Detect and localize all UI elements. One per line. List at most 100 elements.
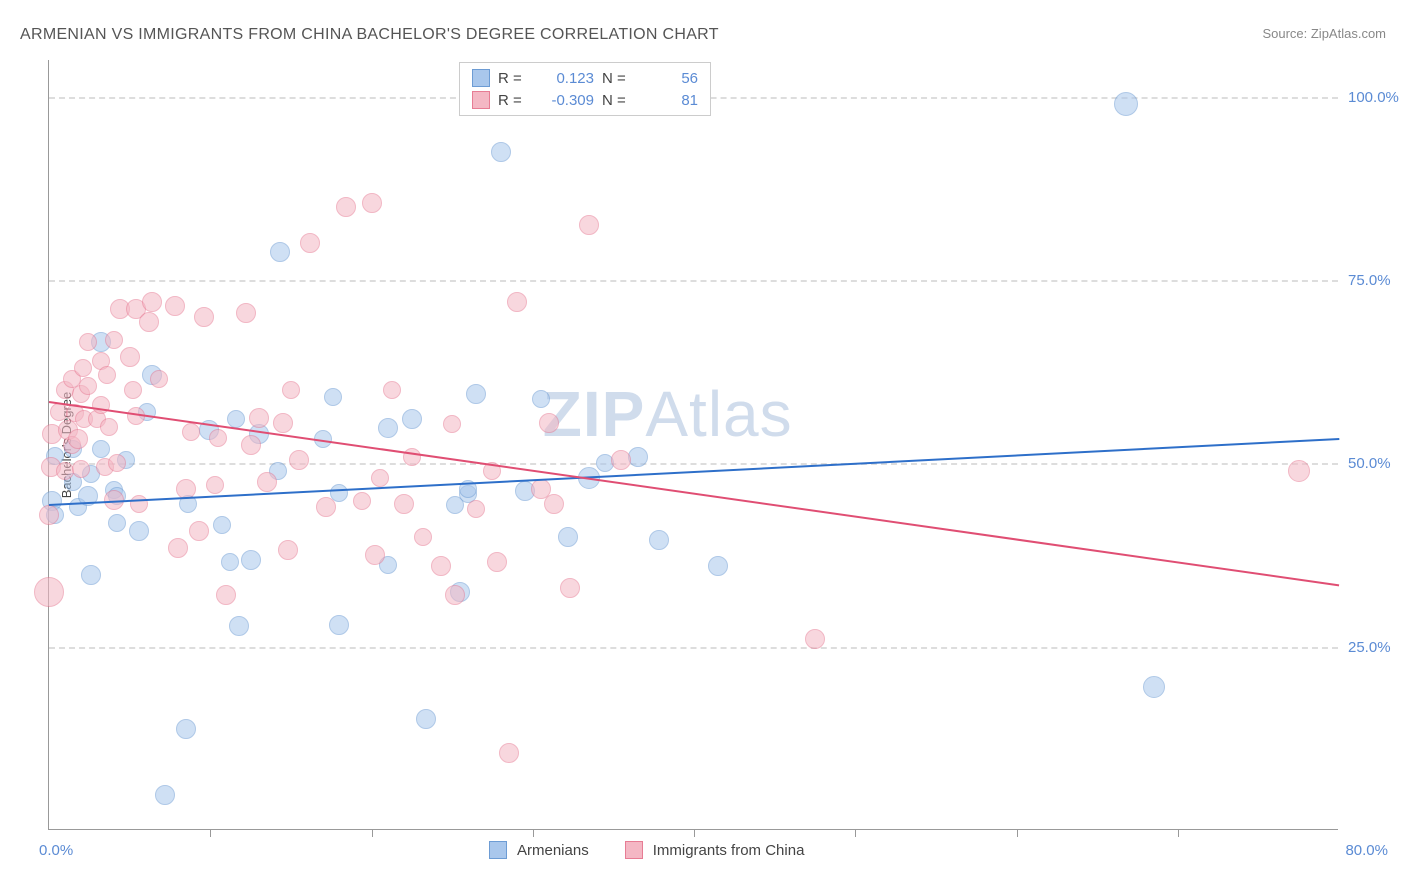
scatter-point: [168, 538, 188, 558]
scatter-point: [544, 494, 564, 514]
scatter-point: [100, 418, 118, 436]
scatter-point: [257, 472, 277, 492]
scatter-point: [39, 505, 59, 525]
scatter-point: [206, 476, 224, 494]
scatter-point: [124, 381, 142, 399]
gridline: 50.0%: [49, 463, 1338, 465]
legend-swatch-pink: [472, 91, 490, 109]
scatter-point: [129, 521, 149, 541]
scatter-point: [249, 408, 269, 428]
scatter-point: [241, 435, 261, 455]
scatter-point: [560, 578, 580, 598]
legend-label: Armenians: [517, 842, 589, 859]
y-tick-label: 100.0%: [1348, 89, 1406, 106]
scatter-point: [445, 585, 465, 605]
scatter-point: [371, 469, 389, 487]
scatter-point: [499, 743, 519, 763]
scatter-point: [216, 585, 236, 605]
scatter-point: [282, 381, 300, 399]
y-tick-label: 75.0%: [1348, 272, 1406, 289]
scatter-point: [139, 312, 159, 332]
scatter-point: [611, 450, 631, 470]
scatter-point: [176, 719, 196, 739]
watermark: ZIPAtlas: [543, 377, 793, 451]
x-tick: [1178, 829, 1179, 837]
x-tick: [533, 829, 534, 837]
scatter-point: [316, 497, 336, 517]
scatter-point: [383, 381, 401, 399]
scatter-point: [221, 553, 239, 571]
y-tick-label: 50.0%: [1348, 455, 1406, 472]
scatter-point: [558, 527, 578, 547]
scatter-point: [336, 197, 356, 217]
gridline: 25.0%: [49, 647, 1338, 649]
scatter-point: [362, 193, 382, 213]
scatter-point: [98, 366, 116, 384]
x-axis-min-label: 0.0%: [39, 842, 73, 859]
scatter-point: [229, 616, 249, 636]
y-tick-label: 25.0%: [1348, 639, 1406, 656]
scatter-point: [353, 492, 371, 510]
correlation-legend: R = 0.123 N = 56 R = -0.309 N = 81: [459, 62, 711, 116]
scatter-point: [68, 429, 88, 449]
scatter-point: [1114, 92, 1138, 116]
scatter-point: [579, 215, 599, 235]
legend-row-china: R = -0.309 N = 81: [472, 89, 698, 111]
scatter-point: [72, 460, 90, 478]
x-tick: [210, 829, 211, 837]
scatter-point: [365, 545, 385, 565]
scatter-point: [142, 292, 162, 312]
scatter-point: [289, 450, 309, 470]
scatter-point: [209, 429, 227, 447]
legend-swatch-blue: [489, 841, 507, 859]
scatter-point: [270, 242, 290, 262]
scatter-point: [79, 377, 97, 395]
scatter-point: [443, 415, 461, 433]
scatter-point: [1143, 676, 1165, 698]
scatter-point: [532, 390, 550, 408]
scatter-point: [467, 500, 485, 518]
scatter-point: [324, 388, 342, 406]
scatter-point: [431, 556, 451, 576]
scatter-point: [120, 347, 140, 367]
plot-area: ZIPAtlas Bachelor's Degree 25.0%50.0%75.…: [48, 60, 1338, 830]
scatter-point: [278, 540, 298, 560]
scatter-point: [241, 550, 261, 570]
scatter-point: [236, 303, 256, 323]
scatter-point: [539, 413, 559, 433]
x-tick: [372, 829, 373, 837]
scatter-point: [74, 359, 92, 377]
scatter-point: [227, 410, 245, 428]
scatter-point: [189, 521, 209, 541]
scatter-point: [213, 516, 231, 534]
scatter-point: [81, 565, 101, 585]
x-axis-max-label: 80.0%: [1345, 842, 1388, 859]
scatter-point: [329, 615, 349, 635]
scatter-point: [414, 528, 432, 546]
source-attribution: Source: ZipAtlas.com: [1262, 26, 1386, 41]
legend-row-armenians: R = 0.123 N = 56: [472, 67, 698, 89]
scatter-point: [155, 785, 175, 805]
scatter-point: [300, 233, 320, 253]
scatter-point: [105, 331, 123, 349]
scatter-point: [378, 418, 398, 438]
scatter-point: [273, 413, 293, 433]
scatter-point: [708, 556, 728, 576]
scatter-point: [150, 370, 168, 388]
scatter-point: [130, 495, 148, 513]
x-tick: [1017, 829, 1018, 837]
scatter-point: [108, 454, 126, 472]
scatter-point: [394, 494, 414, 514]
series-legend: Armenians Immigrants from China: [489, 841, 804, 859]
legend-swatch-pink: [625, 841, 643, 859]
scatter-point: [1288, 460, 1310, 482]
scatter-point: [79, 333, 97, 351]
legend-swatch-blue: [472, 69, 490, 87]
scatter-point: [487, 552, 507, 572]
x-tick: [694, 829, 695, 837]
scatter-point: [92, 440, 110, 458]
scatter-point: [805, 629, 825, 649]
x-tick: [855, 829, 856, 837]
scatter-point: [34, 577, 64, 607]
scatter-point: [507, 292, 527, 312]
